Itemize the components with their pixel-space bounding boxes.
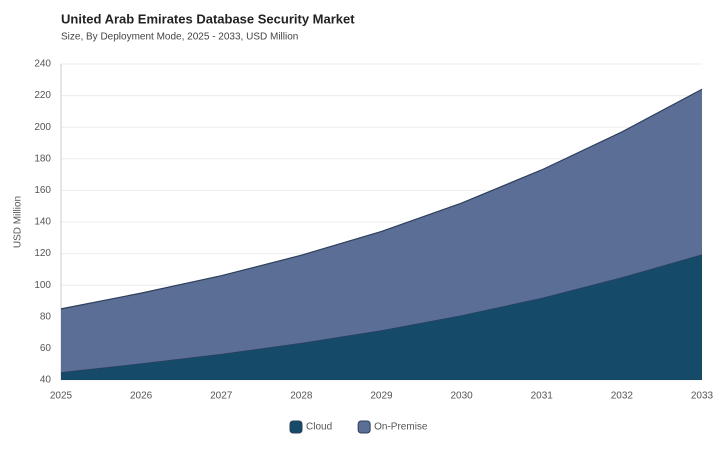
chart-subtitle: Size, By Deployment Mode, 2025 - 2033, U… [61, 32, 298, 43]
x-tick-label: 2028 [290, 391, 313, 402]
y-tick-label: 120 [34, 248, 51, 259]
legend-swatch [289, 420, 303, 434]
area-line [60, 88, 703, 310]
y-tick-label: 100 [34, 280, 51, 291]
x-tick-label: 2026 [130, 391, 153, 402]
y-axis-label: USD Million [13, 196, 24, 248]
y-tick-label: 60 [40, 343, 52, 354]
area [61, 254, 702, 380]
legend-swatch [357, 420, 371, 434]
y-tick-label: 40 [40, 375, 52, 386]
legend-label: On-Premise [374, 422, 428, 433]
legend-item[interactable]: On-Premise [357, 420, 428, 434]
legend-label: Cloud [306, 422, 332, 433]
x-tick-label: 2031 [531, 391, 554, 402]
chart-title: United Arab Emirates Database Security M… [61, 11, 355, 26]
area [61, 89, 702, 373]
legend-item[interactable]: Cloud [289, 420, 332, 434]
x-tick-label: 2027 [210, 391, 233, 402]
x-tick-label: 2030 [451, 391, 474, 402]
y-tick-label: 80 [40, 311, 52, 322]
x-tick-label: 2025 [50, 391, 73, 402]
y-tick-label: 200 [34, 122, 51, 133]
y-tick-label: 220 [34, 90, 51, 101]
y-tick-label: 180 [34, 153, 51, 164]
y-tick-label: 140 [34, 217, 51, 228]
x-tick-label: 2033 [691, 391, 714, 402]
y-tick-label: 160 [34, 185, 51, 196]
y-tick-label: 240 [34, 59, 51, 70]
x-tick-label: 2032 [611, 391, 634, 402]
x-tick-label: 2029 [370, 391, 393, 402]
